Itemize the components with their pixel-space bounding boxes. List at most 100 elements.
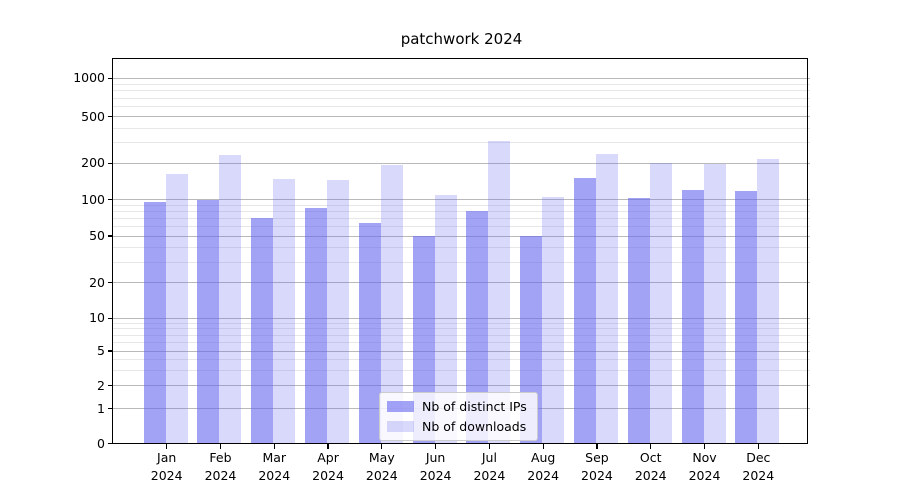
downloads-bar-sep [595,154,618,444]
minor-gridline [113,322,810,324]
minor-gridline [113,83,810,85]
minor-gridline [113,97,810,99]
legend: Nb of distinct IPs Nb of downloads [379,392,538,441]
y-tick-mark [108,235,113,237]
minor-gridline [113,328,810,330]
ips-bar-may [358,223,381,444]
x-tick-label: Nov 2024 [688,450,721,483]
y-tick-label: 100 [81,191,105,207]
minor-gridline [113,358,810,360]
ips-bar-aug [520,236,543,444]
x-tick-label: Oct 2024 [634,450,667,483]
y-tick-mark [108,162,113,164]
major-gridline [113,385,810,386]
major-gridline [113,235,810,237]
minor-gridline [113,217,810,219]
legend-label-distinct-ips: Nb of distinct IPs [422,399,527,414]
x-tick-mark [596,443,598,449]
x-tick-mark [650,443,652,449]
minor-gridline [113,261,810,263]
major-gridline [113,116,810,118]
legend-item-downloads: Nb of downloads [387,419,527,434]
minor-gridline [113,204,810,206]
major-gridline [113,282,810,284]
x-tick-mark [219,443,222,449]
y-tick-mark [108,317,113,319]
x-tick-label: Jan 2024 [150,450,183,483]
minor-gridline [113,334,810,336]
y-tick-label: 500 [81,108,105,124]
legend-swatch-distinct-ips [387,401,414,412]
y-tick-mark [108,384,113,387]
major-gridline [113,162,810,164]
downloads-bar-may [380,164,403,444]
ips-bar-dec [735,190,758,444]
x-tick-mark [381,443,383,449]
y-tick-mark [108,282,113,284]
x-tick-mark [434,443,437,449]
x-tick-mark [327,443,329,449]
legend-swatch-downloads [387,421,414,432]
y-tick-label: 20 [89,274,105,290]
x-tick-label: Jul 2024 [473,450,506,483]
downloads-bar-aug [542,196,565,444]
legend-item-distinct-ips: Nb of distinct IPs [387,399,527,414]
y-tick-label: 0 [97,435,105,451]
ips-bar-oct [627,198,650,444]
downloads-bar-mar [273,179,296,444]
minor-gridline [113,341,810,343]
x-tick-label: Feb 2024 [204,450,237,483]
minor-gridline [113,127,810,129]
downloads-bar-nov [703,164,726,444]
major-gridline [113,199,810,200]
ips-bar-jul [466,210,489,444]
y-tick-label: 5 [97,343,105,358]
y-tick-label: 1 [97,400,105,416]
y-tick-mark [108,77,113,79]
downloads-bar-jan [165,173,188,444]
downloads-bar-jul [488,140,511,444]
downloads-bar-feb [219,155,242,444]
y-tick-mark [108,116,113,118]
downloads-bar-apr [327,180,350,444]
minor-gridline [113,106,810,108]
minor-gridline [113,90,810,92]
downloads-bar-dec [757,159,780,444]
x-tick-label: Apr 2024 [312,450,344,483]
major-gridline [113,317,810,319]
y-tick-mark [108,350,113,352]
ips-bar-apr [305,208,328,444]
ips-bar-jan [143,202,166,444]
x-tick-mark [542,443,544,449]
x-tick-mark [166,443,168,449]
ips-bar-feb [197,199,220,444]
x-tick-mark [757,443,759,449]
ips-bar-nov [681,189,704,444]
y-tick-label: 50 [89,228,105,243]
x-tick-label: Dec 2024 [742,450,775,483]
x-tick-label: Sep 2024 [581,450,613,483]
y-tick-label: 200 [81,155,105,171]
major-gridline [113,350,810,352]
minor-gridline [113,210,810,212]
y-tick-mark [108,198,113,201]
ips-bar-mar [251,218,274,444]
minor-gridline [113,246,810,248]
downloads-bar-oct [649,162,672,444]
y-tick-mark [108,442,113,445]
x-tick-mark [488,443,491,449]
x-tick-label: May 2024 [365,450,398,483]
minor-gridline [113,225,810,227]
x-tick-mark [703,443,706,449]
chart-title: patchwork 2024 [400,30,523,48]
x-tick-label: Mar 2024 [258,450,291,483]
major-gridline [113,77,810,79]
y-tick-label: 1000 [73,70,105,86]
legend-label-downloads: Nb of downloads [422,419,527,434]
minor-gridline [113,142,810,144]
ips-bar-sep [573,178,596,444]
downloads-bar-jun [434,194,457,444]
ips-bar-jun [412,236,435,444]
x-tick-label: Jun 2024 [419,450,452,483]
